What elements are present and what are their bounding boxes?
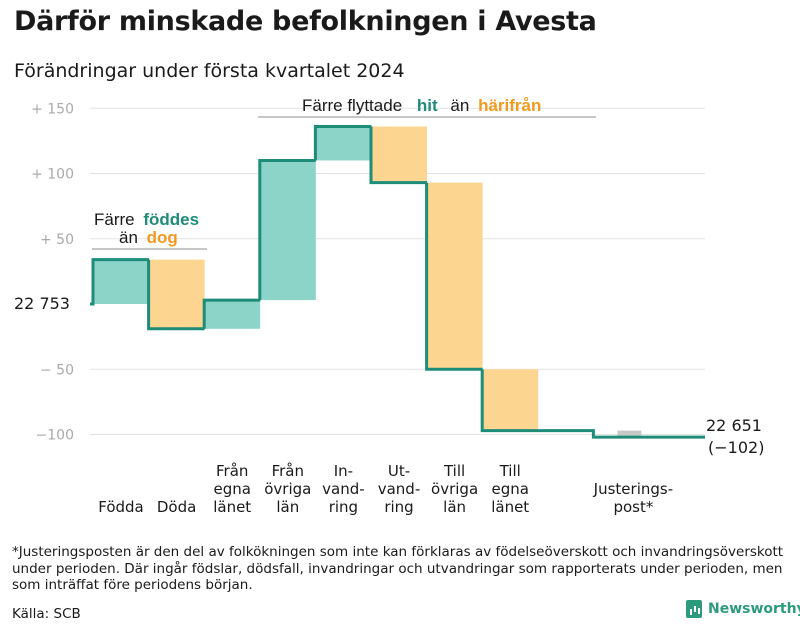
bar-8 <box>482 369 539 431</box>
bar-4 <box>259 160 316 301</box>
annotation-births-text: Färre <box>94 210 135 229</box>
y-axis-ticks: + 150 + 100 + 50 − 50 −100 <box>31 101 74 443</box>
x-label-9-line-2: post* <box>613 498 653 516</box>
chart-subtitle: Förändringar under första kvartalet 2024 <box>14 60 405 82</box>
cumulative-step-line <box>90 125 705 439</box>
bar-7 <box>426 182 483 370</box>
x-label-7-line-2: övriga <box>431 480 478 498</box>
x-label-4-line-2: övriga <box>264 480 311 498</box>
source-label: Källa: SCB <box>12 606 81 622</box>
annotation-moves: Färre flyttade hit än härifrån <box>258 96 596 118</box>
start-value-label: 22 753 <box>14 294 70 313</box>
chart-title: Därför minskade befolkningen i Avesta <box>14 6 597 37</box>
x-label-6-line-1: Ut- <box>388 462 410 480</box>
waterfall-chart: + 150+ 100+ 50− 50−100 Födda DödaFrånegna… <box>14 96 764 516</box>
x-label-8-line-2: egna <box>491 480 528 498</box>
x-label-4-line-1: Från <box>272 462 304 480</box>
x-label-6-line-3: ring <box>384 498 413 516</box>
annotation-moves-mid: än <box>450 96 469 115</box>
svg-text:än dog: än dog <box>119 228 178 247</box>
y-tick-label-50: + 50 <box>40 232 74 248</box>
annotation-deaths-text: än <box>119 228 138 247</box>
x-label-3-line-2: egna <box>213 480 250 498</box>
bar-1 <box>93 259 149 304</box>
svg-text:Färre föddes: Färre föddes <box>94 210 199 229</box>
svg-text:Färre flyttade hit: Färre flyttade hit än härifrån <box>302 96 541 115</box>
end-value-label: 22 651 <box>706 416 762 435</box>
x-axis-labels: Födda DödaFrånegnalänetFrånövrigalänIn-va… <box>98 462 673 516</box>
x-label-8-line-1: Till <box>499 462 521 480</box>
x-label-9-line-1: Justerings- <box>593 480 673 498</box>
bar-6 <box>371 126 427 183</box>
bar-9 <box>617 430 642 438</box>
bar-2 <box>148 259 205 329</box>
y-tick-label--50: − 50 <box>40 362 74 378</box>
y-tick-label-150: + 150 <box>31 101 74 117</box>
annotation-moves-text: Färre flyttade <box>302 96 402 115</box>
x-label-5-line-1: In- <box>334 462 353 480</box>
bar-3 <box>204 300 261 329</box>
bars <box>93 126 642 438</box>
y-tick-label--100: −100 <box>36 428 74 444</box>
x-label-8-line-3: länet <box>491 498 529 516</box>
x-label-3-line-3: länet <box>213 498 251 516</box>
y-tick-label-100: + 100 <box>31 167 74 183</box>
x-label-3-line-1: Från <box>216 462 248 480</box>
bar-5 <box>315 126 372 161</box>
footnote: *Justeringsposten är den del av folkökni… <box>12 544 784 593</box>
x-label-7-line-1: Till <box>443 462 465 480</box>
end-change-label: (−102) <box>708 438 764 457</box>
x-label-6-line-2: vand- <box>378 480 421 498</box>
annotation-deaths-highlight: dog <box>147 228 178 247</box>
x-label-5-line-3: ring <box>329 498 358 516</box>
annotation-moves-harifran: härifrån <box>478 96 541 115</box>
x-label-7-line-3: län <box>443 498 466 516</box>
x-label-2-line-1: Döda <box>157 498 196 516</box>
newsworthy-logo-icon <box>686 600 702 618</box>
x-label-5-line-2: vand- <box>322 480 365 498</box>
x-label-1-line-1: Födda <box>98 498 144 516</box>
brand-name: Newsworthy <box>708 601 800 617</box>
brand-logo: Newsworthy <box>686 600 800 618</box>
annotation-births-highlight: föddes <box>143 210 199 229</box>
x-label-4-line-3: län <box>276 498 299 516</box>
annotation-births-deaths: Färre föddes än dog <box>92 210 207 250</box>
step-line-path <box>90 125 705 439</box>
annotation-moves-hit: hit <box>417 96 438 115</box>
